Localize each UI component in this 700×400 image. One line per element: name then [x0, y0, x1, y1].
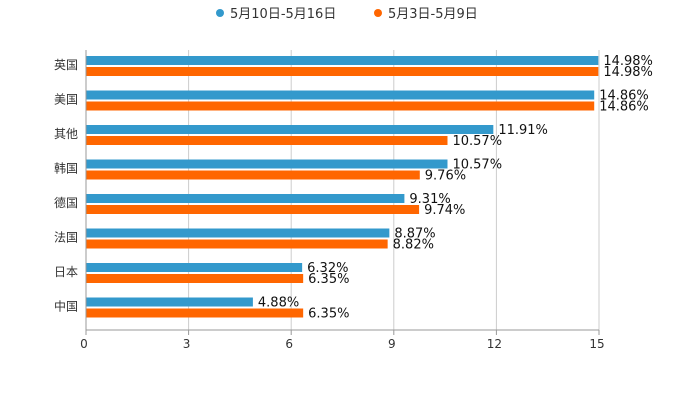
bar-4-series-1: [86, 159, 448, 169]
bar-1-series-1: [86, 56, 599, 65]
bar-6-series-2: [86, 239, 388, 249]
bar-4-series-2: [86, 170, 420, 180]
value-label-7-series-2: 6.35%: [308, 272, 349, 287]
category-label-8: 中国: [54, 299, 78, 314]
value-label-1-series-2: 14.98%: [603, 65, 653, 80]
value-label-4-series-2: 9.76%: [425, 169, 466, 184]
value-label-6-series-2: 8.82%: [393, 238, 434, 253]
x-tick-label-0: 0: [80, 337, 88, 351]
legend-label-series-2: 5月3日-5月9日: [388, 7, 478, 22]
x-tick-label-6: 6: [285, 337, 293, 351]
bar-5-series-2: [86, 205, 420, 214]
bar-2-series-2: [86, 101, 595, 111]
category-label-3: 其他: [54, 127, 78, 141]
value-label-8-series-2: 6.35%: [308, 307, 349, 322]
bar-1-series-2: [86, 67, 599, 76]
bar-8-series-2: [86, 308, 304, 318]
x-tick-label-12: 12: [487, 337, 502, 351]
legend-marker-series-2: [374, 9, 382, 17]
bar-7-series-1: [86, 263, 303, 272]
value-label-5-series-1: 9.31%: [409, 192, 450, 207]
bar-2-series-1: [86, 90, 595, 100]
bar-6-series-1: [86, 228, 390, 238]
value-label-4-series-1: 10.57%: [452, 158, 502, 173]
value-label-2-series-1: 14.86%: [599, 89, 649, 104]
value-label-3-series-1: 11.91%: [498, 123, 548, 138]
value-label-3-series-2: 10.57%: [452, 134, 502, 149]
legend-marker-series-1: [216, 9, 224, 17]
legend: 5月10日-5月16日 5月3日-5月9日: [216, 7, 478, 22]
value-label-8-series-1: 4.88%: [258, 296, 299, 311]
value-label-2-series-2: 14.86%: [599, 100, 649, 115]
category-label-5: 德国: [54, 195, 78, 210]
x-tick-label-3: 3: [183, 337, 191, 351]
category-label-4: 韩国: [54, 161, 78, 176]
category-label-7: 日本: [54, 265, 78, 279]
bar-8-series-1: [86, 297, 253, 307]
category-label-6: 法国: [54, 231, 78, 245]
bars: 14.98%14.98%14.86%14.86%11.91%10.57%10.5…: [86, 54, 653, 322]
x-axis: 0 3 6 9 12 15: [80, 50, 605, 351]
x-tick-label-15: 15: [589, 337, 604, 351]
x-tick-label-9: 9: [388, 337, 396, 351]
value-label-6-series-1: 8.87%: [394, 227, 435, 242]
value-label-1-series-1: 14.98%: [603, 54, 653, 69]
category-label-1: 英国: [54, 58, 78, 72]
bar-7-series-2: [86, 274, 304, 283]
bar-3-series-2: [86, 136, 448, 145]
bar-5-series-1: [86, 194, 405, 203]
value-label-5-series-2: 9.74%: [424, 203, 465, 218]
legend-label-series-1: 5月10日-5月16日: [230, 7, 336, 22]
category-label-2: 美国: [54, 93, 78, 107]
value-label-7-series-1: 6.32%: [307, 261, 348, 276]
bar-3-series-1: [86, 125, 494, 134]
